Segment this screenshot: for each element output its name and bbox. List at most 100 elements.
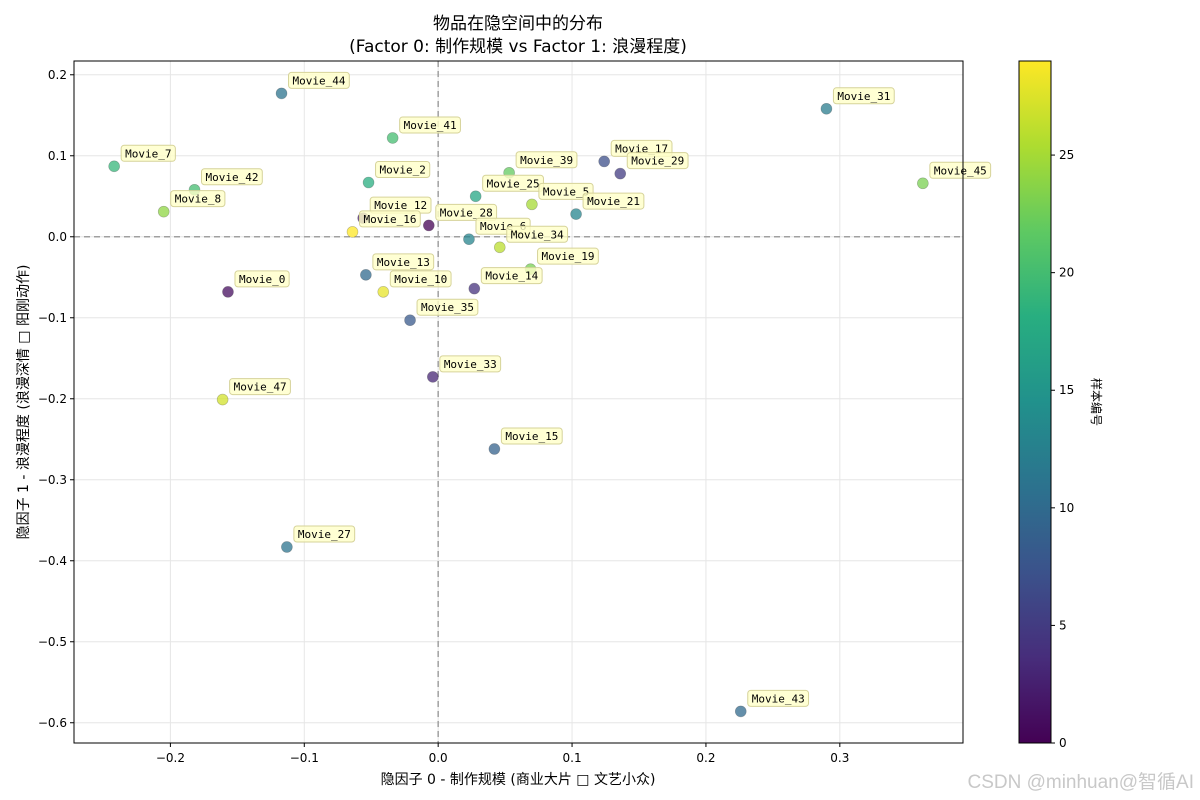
y-tick-label: −0.1: [38, 311, 67, 325]
y-tick-label: 0.0: [48, 230, 67, 244]
point-label: Movie_19: [542, 250, 595, 263]
chart-title: 物品在隐空间中的分布: [433, 14, 603, 34]
point-label: Movie_8: [175, 193, 221, 206]
point-label-box: [626, 152, 689, 170]
x-tick-label: 0.3: [830, 751, 849, 765]
point-label: Movie_34: [511, 228, 564, 241]
point-label: Movie_10: [394, 273, 447, 286]
x-tick-label: 0.1: [563, 751, 582, 765]
point-label-box: [375, 160, 431, 178]
data-point: [463, 233, 475, 245]
colorbar-gradient: [1018, 60, 1052, 744]
plot-frame: [73, 60, 964, 744]
point-label: Movie_29: [631, 155, 684, 168]
data-point: [488, 443, 501, 455]
data-point: [377, 286, 390, 298]
data-point: [216, 393, 229, 406]
y-tick-label: −0.6: [38, 716, 67, 730]
data-point: [427, 371, 439, 383]
point-label-box: [480, 267, 543, 285]
point-label-box: [439, 355, 502, 373]
point-label-box: [229, 378, 291, 396]
point-label-box: [288, 71, 350, 89]
y-tick-label: 0.2: [48, 68, 67, 82]
data-point: [108, 160, 120, 173]
point-label: Movie_21: [587, 195, 640, 208]
colorbar-tick-label: 0: [1059, 736, 1067, 750]
point-label-box: [506, 225, 569, 243]
point-label: Movie_47: [234, 381, 287, 394]
point-label: Movie_27: [298, 528, 351, 541]
point-label: Movie_7: [125, 147, 171, 160]
point-label-box: [372, 253, 435, 271]
data-point: [526, 198, 538, 211]
point-label-box: [200, 168, 263, 186]
data-point: [362, 176, 375, 189]
point-label: Movie_15: [505, 430, 558, 443]
data-point: [360, 269, 372, 281]
x-tick-label: 0.0: [429, 751, 448, 765]
point-label: Movie_33: [444, 358, 497, 371]
point-label: Movie_44: [293, 74, 346, 87]
point-label-box: [747, 689, 810, 707]
point-label: Movie_35: [421, 301, 474, 314]
point-label: Movie_0: [239, 273, 285, 286]
y-tick-label: −0.4: [38, 554, 67, 568]
y-tick-label: −0.2: [38, 392, 67, 406]
point-label-box: [120, 144, 176, 162]
point-label: Movie_2: [380, 163, 426, 176]
colorbar-tick-label: 10: [1059, 501, 1074, 515]
data-point: [404, 314, 416, 326]
point-label-box: [929, 161, 992, 179]
y-tick-label: −0.3: [38, 473, 67, 487]
x-axis-label: 隐因子 0 - 制作规模 (商业大片 □ 文艺小众): [381, 772, 656, 788]
data-point: [386, 132, 399, 144]
data-point: [917, 177, 929, 190]
point-label: Movie_42: [205, 171, 258, 184]
point-label-box: [416, 298, 479, 316]
point-label: Movie_5: [543, 185, 589, 198]
point-label-box: [435, 203, 498, 221]
colorbar-tick-label: 20: [1059, 266, 1074, 280]
point-label-box: [358, 210, 421, 228]
x-axis-ticks: −0.2 −0.1 0.0 0.1 0.2 0.3: [156, 743, 849, 765]
data-point: [598, 155, 610, 168]
point-label: Movie_14: [485, 270, 538, 283]
data-point: [570, 208, 582, 220]
colorbar-label: 样本编号: [1089, 378, 1104, 426]
y-tick-label: 0.1: [48, 149, 67, 163]
data-point: [275, 87, 288, 100]
point-label-box: [582, 192, 645, 210]
data-point: [614, 167, 627, 180]
point-label: Movie_12: [374, 199, 427, 212]
colorbar-ticks: 0 5 10 15 20 25: [1051, 148, 1074, 750]
data-point: [469, 190, 482, 203]
data-point: [422, 219, 435, 232]
point-label: Movie_28: [440, 206, 493, 219]
y-tick-label: −0.5: [38, 635, 67, 649]
chart-subtitle: (Factor 0: 制作规模 vs Factor 1: 浪漫程度): [349, 37, 687, 57]
point-label-box: [399, 116, 461, 134]
data-point: [222, 286, 234, 298]
point-label-box: [537, 247, 599, 265]
point-label: Movie_43: [752, 692, 805, 705]
colorbar-tick-label: 15: [1059, 383, 1074, 397]
point-label: Movie_39: [520, 154, 573, 167]
point-label: Movie_16: [363, 213, 416, 226]
x-tick-label: 0.2: [696, 751, 715, 765]
data-point: [468, 282, 481, 295]
y-axis-label: 隐因子 1 - 浪漫程度 (浪漫深情 □ 阳刚动作): [16, 265, 32, 540]
data-point: [157, 205, 170, 218]
point-label: Movie_25: [487, 177, 540, 190]
point-label-box: [170, 190, 226, 208]
x-tick-label: −0.2: [156, 751, 185, 765]
y-axis-ticks: 0.2 0.1 0.0 −0.1 −0.2 −0.3 −0.4 −0.5 −0.6: [38, 68, 74, 730]
data-point: [281, 541, 293, 553]
data-point: [820, 102, 833, 115]
colorbar-tick-label: 25: [1059, 148, 1074, 162]
point-label: Movie_41: [404, 119, 457, 132]
colorbar: 0 5 10 15 20 25 样本编号: [1018, 60, 1104, 750]
point-label: Movie_31: [837, 90, 890, 103]
